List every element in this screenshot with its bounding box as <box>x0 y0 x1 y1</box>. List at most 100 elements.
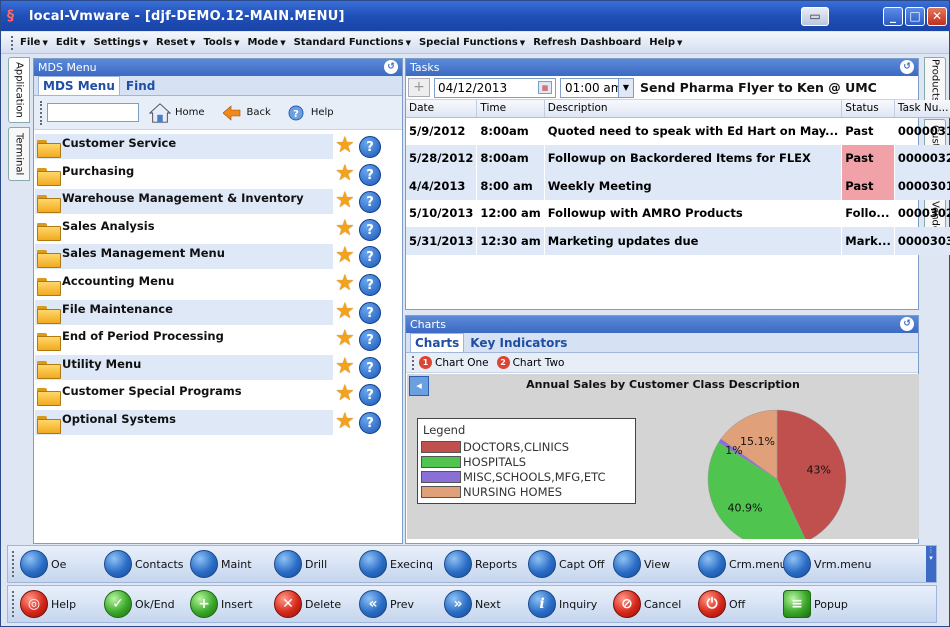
task-date-field[interactable]: 04/12/2013 ▦ <box>434 77 556 98</box>
col-task-number[interactable]: Task Nu... <box>894 100 950 118</box>
pin-icon[interactable]: ↺ <box>384 60 398 74</box>
menu-row[interactable]: Warehouse Management & Inventory ★? <box>35 188 381 216</box>
insert-button[interactable]: + Insert <box>190 590 253 618</box>
oe-button[interactable]: Oe <box>20 550 66 578</box>
menu-row[interactable]: Utility Menu ★? <box>35 354 381 382</box>
menu-special-functions[interactable]: Special Functions ▼ <box>418 37 526 48</box>
tab-products[interactable]: Products <box>924 57 946 105</box>
star-icon[interactable]: ★ <box>335 326 355 352</box>
close-button[interactable]: ✕ <box>927 7 947 26</box>
pin-icon[interactable]: ↺ <box>900 60 914 74</box>
help-icon[interactable]: ? <box>359 246 381 269</box>
menu-row[interactable]: End of Period Processing ★? <box>35 326 381 354</box>
menu-row[interactable]: File Maintenance ★? <box>35 299 381 327</box>
star-icon[interactable]: ★ <box>335 298 355 324</box>
cancel-button[interactable]: ⊘ Cancel <box>613 590 681 618</box>
help-icon[interactable]: ? <box>359 218 381 241</box>
delete-button[interactable]: ✕ Delete <box>274 590 341 618</box>
menu-settings[interactable]: Settings ▼ <box>93 37 149 48</box>
menu-reset[interactable]: Reset ▼ <box>156 37 196 48</box>
menu-edit[interactable]: Edit ▼ <box>55 37 86 48</box>
star-icon[interactable]: ★ <box>335 270 355 296</box>
col-time[interactable]: Time <box>476 100 545 118</box>
star-icon[interactable]: ★ <box>335 243 355 269</box>
table-row[interactable]: 5/10/2013 12:00 am Followup with AMRO Pr… <box>406 199 950 227</box>
col-status[interactable]: Status <box>841 100 895 118</box>
capt-off-button[interactable]: Capt Off <box>528 550 604 578</box>
contacts-button[interactable]: Contacts <box>104 550 184 578</box>
menu-row[interactable]: Sales Analysis ★? <box>35 216 381 244</box>
chevron-down-icon[interactable]: ▼ <box>618 78 633 97</box>
pin-icon[interactable]: ↺ <box>900 317 914 331</box>
task-time-field[interactable]: 01:00 am ▼ <box>560 77 634 98</box>
maint-button[interactable]: Maint <box>190 550 252 578</box>
star-icon[interactable]: ★ <box>335 408 355 434</box>
ok-end-button[interactable]: ✓ Ok/End <box>104 590 175 618</box>
star-icon[interactable]: ★ <box>335 215 355 241</box>
star-icon[interactable]: ★ <box>335 133 355 158</box>
execinq-button[interactable]: Execinq <box>359 550 433 578</box>
help-button[interactable]: ◎ Help <box>20 590 76 618</box>
table-row[interactable]: 5/28/2012 8:00am Followup on Backordered… <box>406 144 950 172</box>
help-icon[interactable]: ? <box>359 301 381 324</box>
chart-two-button[interactable]: 2 Chart Two <box>496 356 564 369</box>
col-description[interactable]: Description <box>544 100 843 118</box>
chart-one-button[interactable]: 1 Chart One <box>419 356 489 369</box>
help-icon[interactable]: ? <box>359 384 381 407</box>
menu-refresh-dashboard[interactable]: Refresh Dashboard <box>533 37 642 48</box>
maximize-button[interactable]: □ <box>905 7 925 26</box>
menu-row[interactable]: Customer Service ★? <box>35 133 381 161</box>
mds-search-input[interactable] <box>47 103 139 122</box>
inquiry-button[interactable]: i Inquiry <box>528 590 597 618</box>
calendar-icon[interactable]: ▦ <box>538 80 552 94</box>
menu-mode[interactable]: Mode ▼ <box>247 37 286 48</box>
tab-charts[interactable]: Charts <box>410 333 465 352</box>
view-button[interactable]: View <box>613 550 670 578</box>
add-task-button[interactable]: + <box>408 78 430 97</box>
home-button[interactable]: Home <box>149 102 205 124</box>
toolbar-overflow-icon[interactable]: ⋮ ▾ <box>926 546 936 582</box>
next-button[interactable]: » Next <box>444 590 501 618</box>
back-button[interactable]: Back <box>221 102 271 124</box>
tab-mds-menu[interactable]: MDS Menu <box>38 76 120 95</box>
vrm-menu-button[interactable]: Vrm.menu <box>783 550 872 578</box>
menu-row[interactable]: Sales Management Menu ★? <box>35 243 381 271</box>
tab-find[interactable]: Find <box>125 79 156 93</box>
help-icon[interactable]: ? <box>359 136 381 158</box>
star-icon[interactable]: ★ <box>335 188 355 214</box>
menu-tools[interactable]: Tools ▼ <box>203 37 240 48</box>
table-row[interactable]: 4/4/2013 8:00 am Weekly Meeting Past 000… <box>406 172 950 200</box>
menu-row[interactable]: Accounting Menu ★? <box>35 271 381 299</box>
menu-row[interactable]: Purchasing ★? <box>35 161 381 189</box>
star-icon[interactable]: ★ <box>335 353 355 379</box>
tab-terminal[interactable]: Terminal <box>8 127 30 181</box>
minimize-button[interactable]: _ <box>883 7 903 26</box>
menu-file[interactable]: File ▼ <box>20 37 48 48</box>
tab-key-indicators[interactable]: Key Indicators <box>470 336 568 350</box>
help-icon[interactable]: ? <box>359 163 381 186</box>
task-title-field[interactable]: Send Pharma Flyer to Ken @ UMC <box>640 80 877 95</box>
col-date[interactable]: Date <box>406 100 478 118</box>
prev-button[interactable]: «Prev <box>359 590 414 618</box>
help-icon[interactable]: ? <box>359 273 381 296</box>
menu-help[interactable]: Help ▼ <box>649 37 683 48</box>
help-icon[interactable]: ? <box>359 356 381 379</box>
popup-button[interactable]: ≡ Popup <box>783 590 848 618</box>
table-row[interactable]: 5/31/2013 12:30 am Marketing updates due… <box>406 227 950 255</box>
menu-row[interactable]: Optional Systems ★? <box>35 409 381 437</box>
menu-row[interactable]: Customer Special Programs ★? <box>35 381 381 409</box>
help-icon[interactable]: ? <box>359 191 381 214</box>
chart-back-icon[interactable]: ◂ <box>409 376 429 396</box>
help-toolbar-button[interactable]: ? Help <box>285 102 334 124</box>
star-icon[interactable]: ★ <box>335 381 355 407</box>
drill-button[interactable]: Drill <box>274 550 327 578</box>
reports-button[interactable]: Reports <box>444 550 517 578</box>
star-icon[interactable]: ★ <box>335 160 355 186</box>
menu-standard-functions[interactable]: Standard Functions ▼ <box>293 37 411 48</box>
tab-application[interactable]: Application <box>8 57 30 123</box>
table-row[interactable]: 5/9/2012 8:00am Quoted need to speak wit… <box>406 117 950 145</box>
restore-icon[interactable]: ▭ <box>801 7 829 26</box>
crm-menu-button[interactable]: Crm.menu <box>698 550 787 578</box>
help-icon[interactable]: ? <box>359 329 381 352</box>
off-button[interactable]: ⏻ Off <box>698 590 745 618</box>
